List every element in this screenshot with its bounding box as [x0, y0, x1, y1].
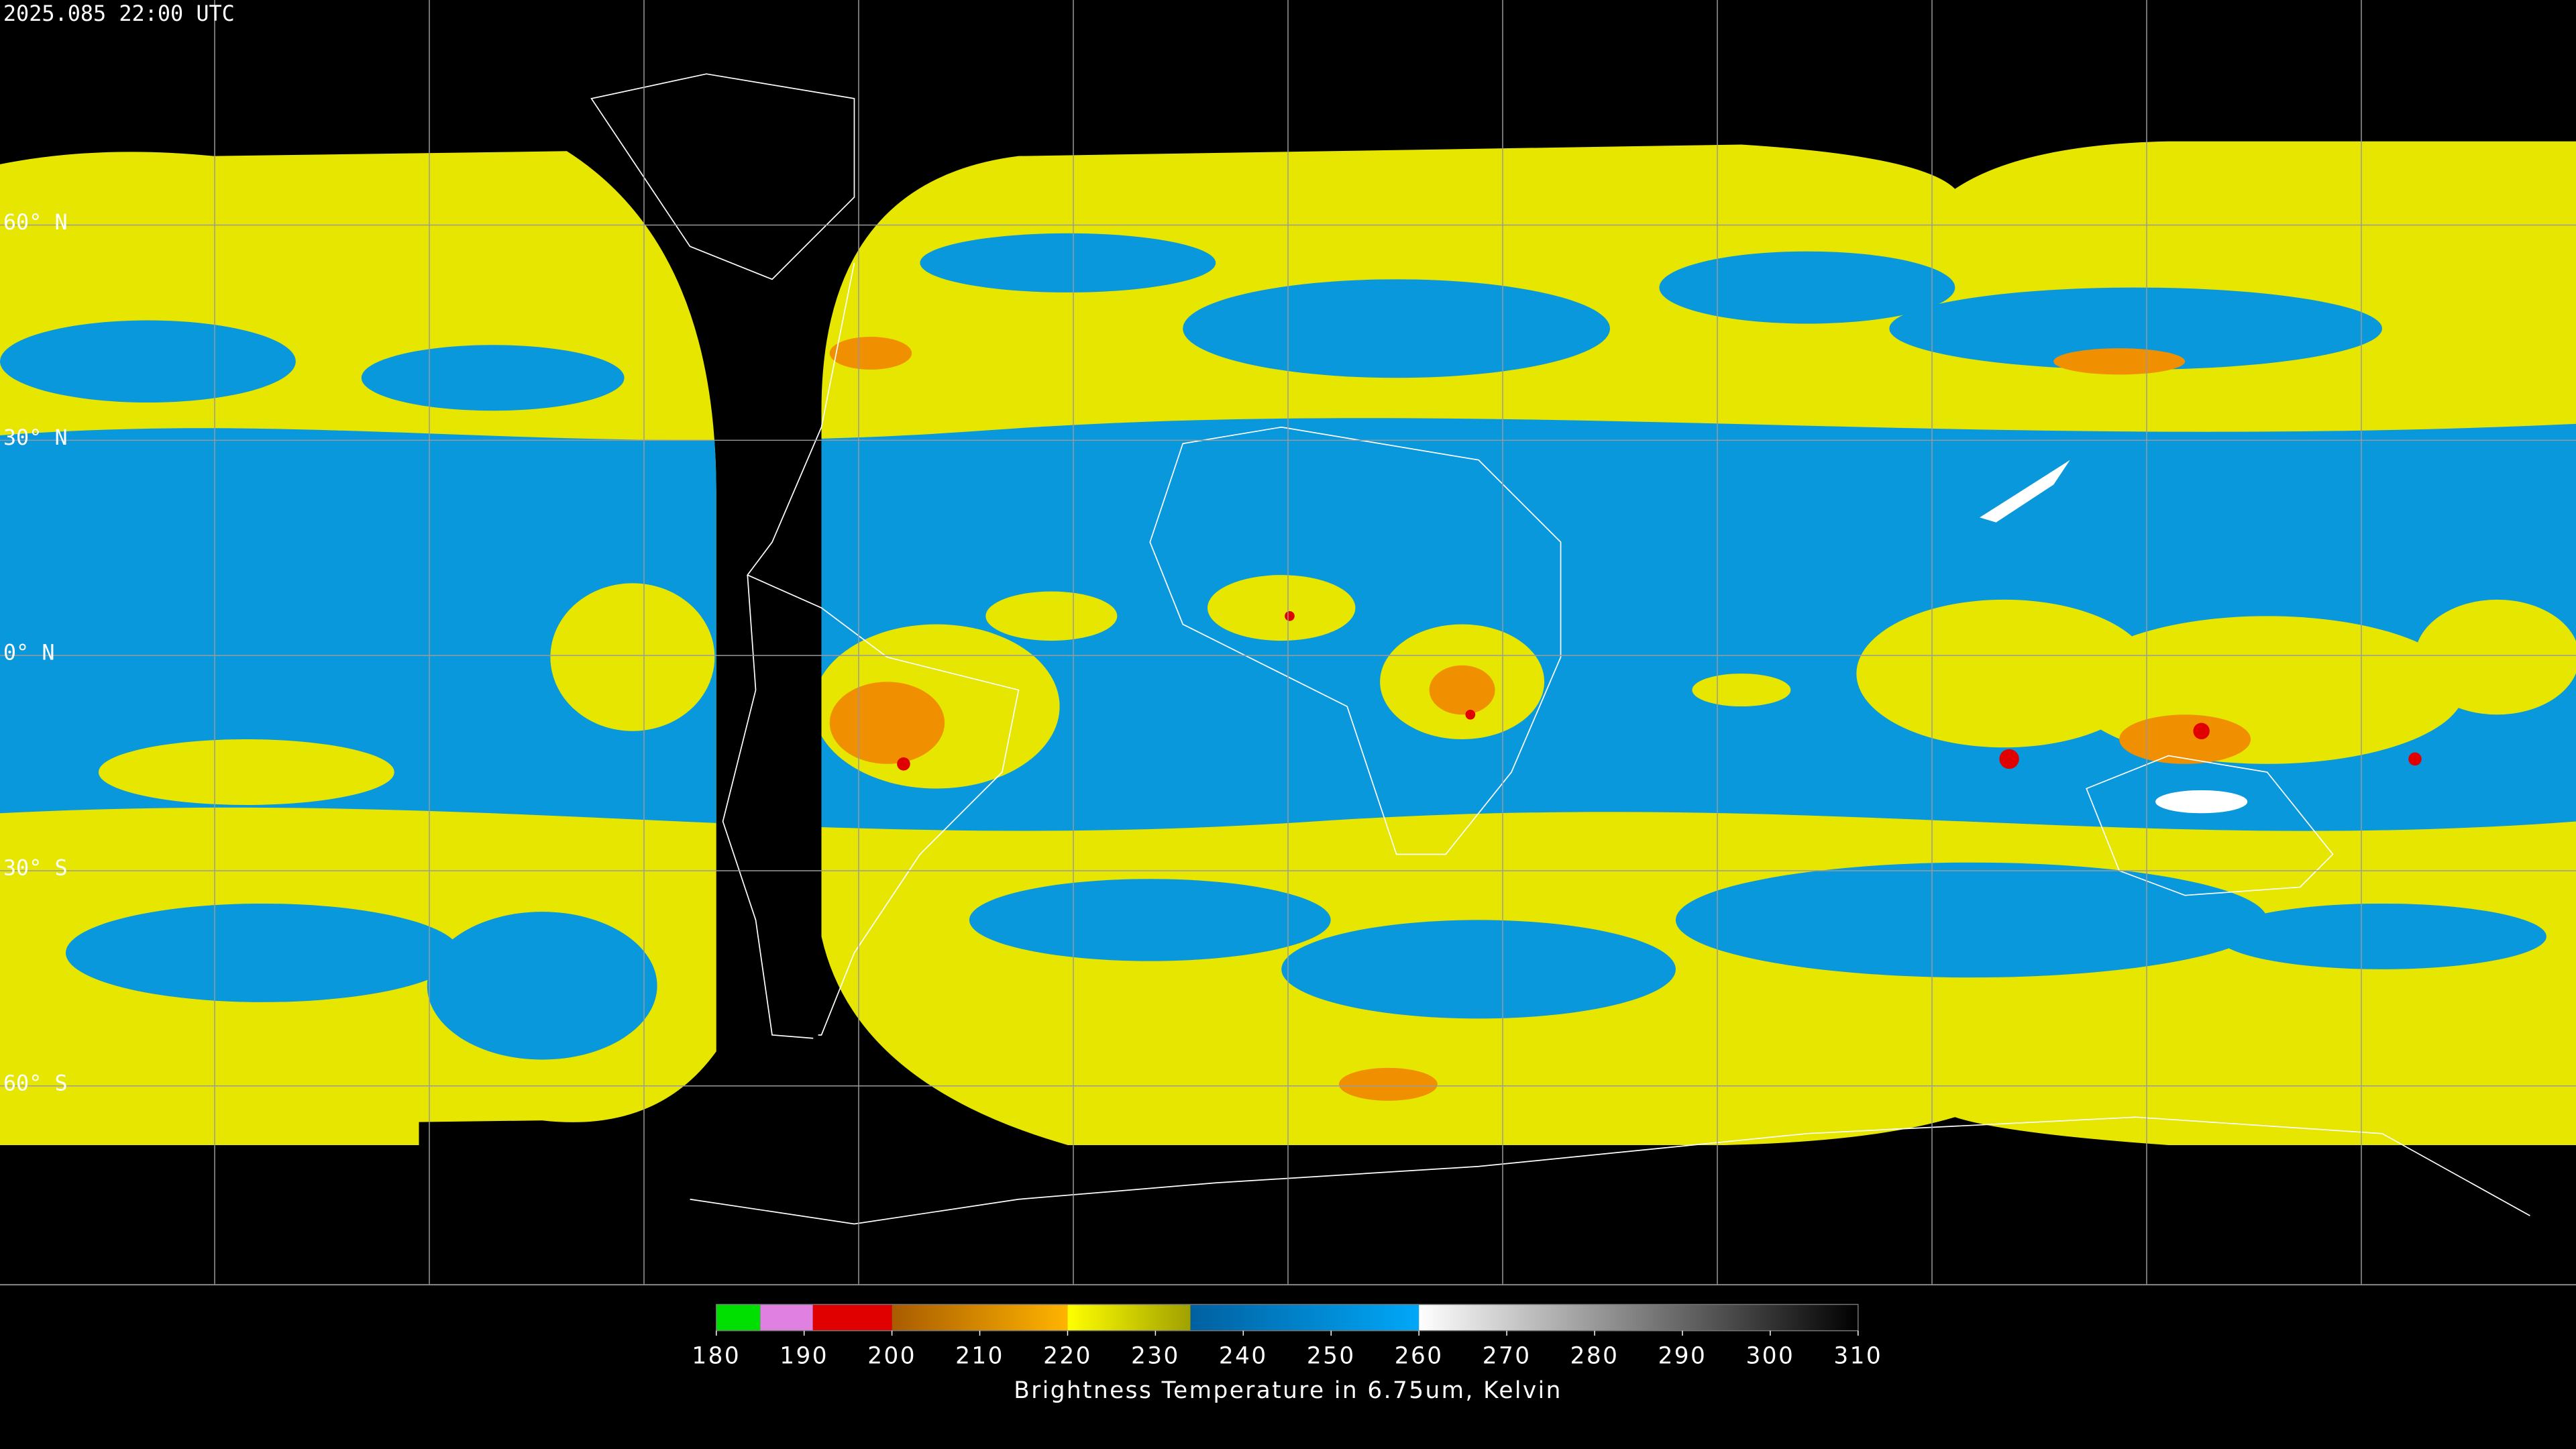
- color-bar-tick-label: 300: [1746, 1342, 1794, 1369]
- color-bar-segment: [1067, 1304, 1191, 1331]
- color-bar-tick-label: 260: [1395, 1342, 1444, 1369]
- latitude-label: 30° N: [3, 425, 68, 450]
- color-bar-segment: [892, 1304, 1068, 1331]
- color-bar-tick-label: 190: [780, 1342, 828, 1369]
- warm-areas: [1980, 460, 2248, 814]
- color-bar-tick-label: 230: [1131, 1342, 1180, 1369]
- coastlines: [590, 73, 2530, 1225]
- latitude-label: 0° N: [3, 640, 55, 665]
- graticule: 60° N 30° N 0° N 30° S 60° S: [0, 0, 2576, 1285]
- color-bar-tick-label: 200: [867, 1342, 916, 1369]
- color-bar-tick-label: 270: [1483, 1342, 1532, 1369]
- color-bar-tick-label: 220: [1043, 1342, 1092, 1369]
- color-bar-segment: [1190, 1304, 1419, 1331]
- coldest-cloud-tops: [897, 611, 2422, 771]
- latitude-label: 30° S: [3, 855, 68, 881]
- color-bar-segment: [760, 1304, 813, 1331]
- latitude-label: 60° N: [3, 209, 68, 235]
- color-bar-tick-label: 180: [692, 1342, 741, 1369]
- latitude-label: 60° S: [3, 1070, 68, 1095]
- color-bar-segment: [716, 1304, 761, 1331]
- color-bar-segment: [1419, 1304, 1858, 1331]
- color-bar-tick-label: 210: [955, 1342, 1004, 1369]
- color-bar-tick-label: 290: [1658, 1342, 1707, 1369]
- timestamp: 2025.085 22:00 UTC: [3, 1, 235, 26]
- color-bar-frame: [716, 1303, 1859, 1332]
- color-bar: 180 190 200 210 220 230 240 250 260 270 280 290 300 3…: [692, 1303, 1882, 1369]
- color-bar-tick-label: 250: [1307, 1342, 1356, 1369]
- color-bar-label: Brightness Temperature in 6.75um, Kelvin: [1014, 1377, 1562, 1404]
- dry-areas: [0, 233, 2546, 1060]
- color-bar-tick-label: 240: [1219, 1342, 1268, 1369]
- color-bar-tick-label: 280: [1570, 1342, 1619, 1369]
- color-bar-segment: [812, 1304, 892, 1331]
- color-bar-tick-label: 310: [1833, 1342, 1882, 1369]
